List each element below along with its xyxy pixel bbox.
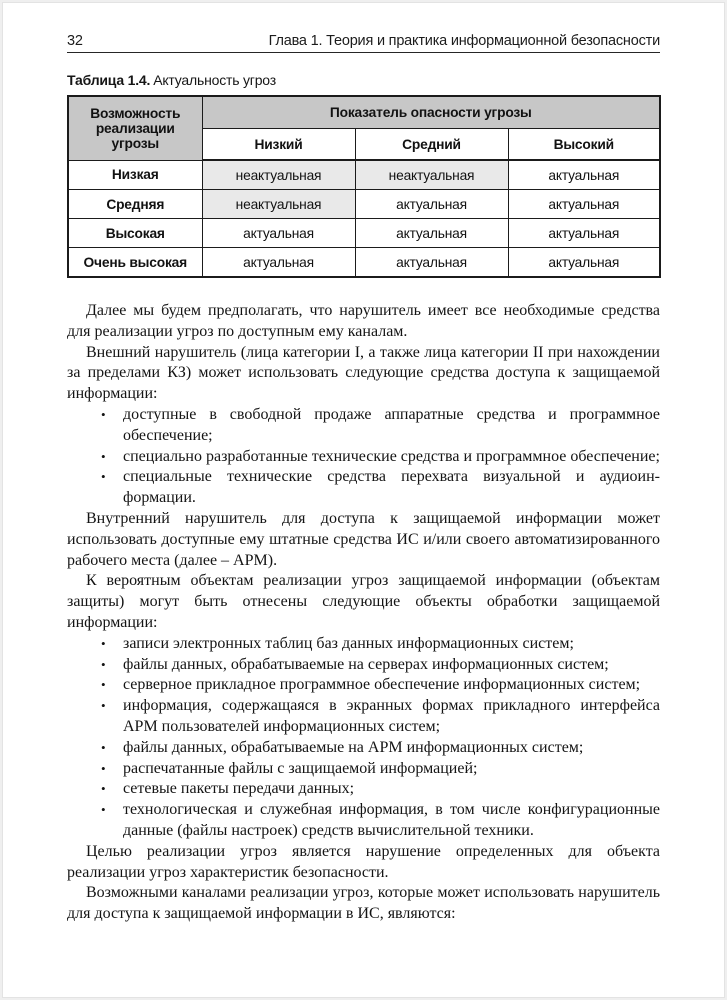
bullet-icon: • [101,448,106,464]
table-row: Средняя неактуальная актуальная актуальная [67,189,661,219]
paragraph: Внешний нарушитель (лица категории I, а … [67,343,660,403]
col-header-medium: Средний [354,128,509,161]
bullet-list: • доступные в свободной продаже аппаратны… [67,405,660,509]
table-cell: актуальная [507,189,661,219]
row-label: Средняя [67,189,203,219]
body-text: Далее мы будем предполагать, что нарушит… [67,301,660,925]
table-head: Возможность реализации угрозы Показатель… [67,95,661,161]
list-item: • специальные технические средства перехв… [101,467,660,509]
table-cell: неактуальная [201,189,356,219]
bullet-icon: • [101,635,106,651]
col-header-low: Низкий [201,128,356,161]
bullet-icon: • [101,406,106,422]
list-item-text: специально разработанные технические сре… [123,447,660,465]
list-item-text: файлы данных, обрабатываемые на АРМ инфо… [123,738,584,756]
list-item-text: файлы данных, обрабатываемые на серверах… [123,655,609,673]
page-number: 32 [67,33,83,49]
page-content: 32 Глава 1. Теория и практика информацио… [67,0,661,925]
table-caption-label: Таблица 1.4. [67,72,151,88]
list-item: • специально разработанные технические ср… [101,447,660,468]
table-cell: актуальная [201,218,356,248]
table-header-row: Возможность реализации угрозы Показатель… [67,95,661,161]
threat-relevance-table: Возможность реализации угрозы Показатель… [67,95,661,278]
bullet-icon: • [101,802,106,818]
list-item-text: технологическая и служебная информация, … [123,801,660,839]
bullet-list: • записи электронных таблиц баз данных ин… [67,634,660,842]
paragraph: Далее мы будем предполагать, что нарушит… [67,302,660,340]
table-row: Высокая актуальная актуальная актуальная [67,218,661,248]
table-cell: актуальная [354,189,509,219]
list-item-text: сетевые пакеты передачи данных; [123,780,355,798]
table-row: Низкая неактуальная неактуальная актуальная [67,159,661,190]
list-item-text: информация, содержащаяся в экранных форм… [123,697,660,735]
list-item: • файлы данных, обрабатываемые на АРМ инф… [101,738,660,759]
bullet-icon: • [101,760,106,776]
table-corner-header: Возможность реализации угрозы [67,95,203,161]
list-item: • технологическая и служебная информация,… [101,800,660,842]
bullet-icon: • [101,781,106,797]
table-cell: актуальная [201,247,356,278]
bullet-icon: • [101,469,106,485]
table-cell: неактуальная [354,159,509,190]
table-cell: актуальная [354,247,509,278]
paragraph: Возможными каналами реализации угроз, ко… [67,884,660,923]
list-item: • серверное прикладное программное обеспе… [101,675,660,696]
table-caption: Таблица 1.4. Актуальность угроз [67,72,660,88]
list-item: • информация, содержащаяся в экранных фор… [101,696,660,738]
table-cell: неактуальная [201,159,356,190]
table-caption-title: Актуальность угроз [153,72,276,88]
table-cell: актуальная [507,247,661,278]
list-item: • доступные в свободной продаже аппаратны… [101,405,660,447]
chapter-title: Глава 1. Теория и практика информационно… [268,33,661,49]
table-body: Низкая неактуальная неактуальная актуальная… [67,159,661,278]
list-item: • записи электронных таблиц баз данных ин… [101,634,660,655]
list-item-text: серверное прикладное программное обеспеч… [123,676,641,694]
list-item-text: доступные в свободной продаже аппаратные… [123,405,660,444]
row-label: Очень высокая [67,247,203,278]
list-item-text: распечатанные файлы с защищаемой информа… [123,759,478,777]
paragraph: К вероятным объектам реализации угроз за… [67,572,660,631]
table-cell: актуальная [507,159,661,190]
table-cell: актуальная [507,218,661,248]
paragraph: Целью реализации угроз является нарушени… [67,842,660,881]
table-row: Очень высокая актуальная актуальная актуаль… [67,247,661,278]
list-item-text: специальные технические средства перехва… [123,468,660,507]
row-label: Высокая [67,218,203,248]
running-header: 32 Глава 1. Теория и практика информацио… [67,0,660,53]
bullet-icon: • [101,698,106,714]
bullet-icon: • [101,677,106,693]
col-header-high: Высокий [507,128,661,161]
table-group-header: Показатель опасности угрозы [201,95,661,129]
list-item: • распечатанные файлы с защищаемой информ… [101,759,660,780]
bullet-icon: • [101,656,106,672]
table-cell: актуальная [354,218,509,248]
bullet-icon: • [101,739,106,755]
list-item-text: записи электронных таблиц баз данных инф… [123,634,574,652]
row-label: Низкая [67,159,203,190]
list-item: • файлы данных, обрабатываемые на сервера… [101,655,660,676]
paragraph: Внутренний нарушитель для доступа к защи… [67,509,660,569]
list-item: • сетевые пакеты передачи данных; [101,779,660,800]
table-subheader-row: Низкий Средний Высокий [68,128,661,161]
